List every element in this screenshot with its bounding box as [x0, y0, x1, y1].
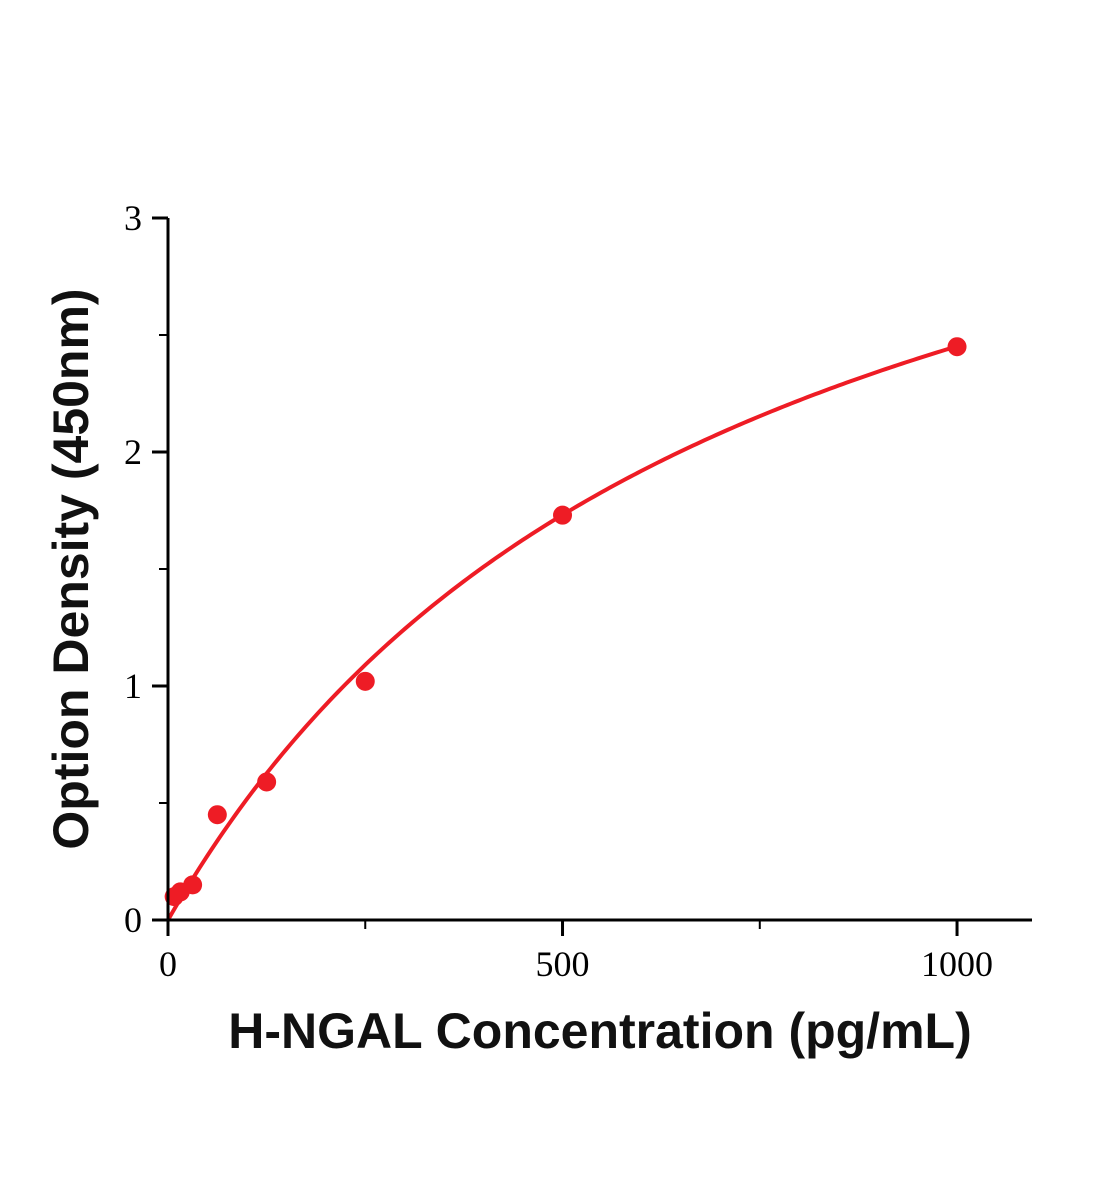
ticks-layer: [152, 216, 959, 936]
data-point: [355, 671, 375, 691]
x-tick-label: 0: [159, 944, 177, 984]
data-points-layer: [164, 337, 967, 907]
x-tick-label: 500: [536, 944, 590, 984]
axes-layer: [166, 218, 1032, 922]
y-tick-label: 2: [124, 432, 142, 472]
data-point: [257, 772, 277, 792]
data-point: [207, 805, 227, 825]
x-tick-label: 1000: [921, 944, 993, 984]
y-tick-label: 1: [124, 666, 142, 706]
data-point: [947, 337, 967, 357]
y-tick-label: 0: [124, 900, 142, 940]
data-point: [183, 875, 203, 895]
data-point: [553, 505, 573, 525]
fit-curve-path: [166, 344, 960, 922]
tick-labels-layer: 0 500 1000 0 1 2 3: [124, 198, 993, 984]
y-axis-title: Option Density (450nm): [43, 288, 99, 849]
y-tick-label: 3: [124, 198, 142, 238]
x-axis-title: H-NGAL Concentration (pg/mL): [228, 1003, 971, 1059]
fit-curve-layer: [166, 344, 960, 922]
